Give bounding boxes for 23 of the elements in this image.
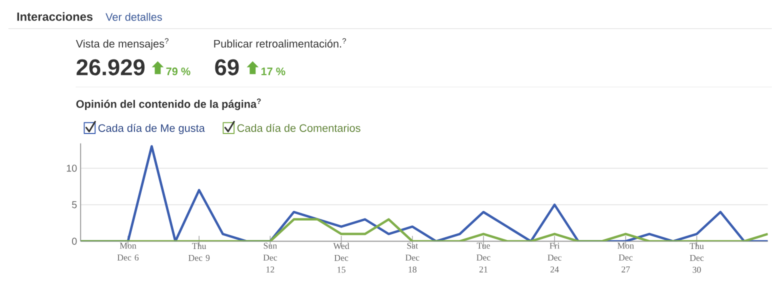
x-tick-label: Mon Dec 27 [618,242,634,272]
x-tick-label: Wed Dec 15 [333,242,350,273]
legend-label: Cada día de Me gusta [98,124,205,134]
x-tick-label: Fri Dec 24 [548,242,562,273]
x-tick-label: Thu Dec 9 [188,242,210,262]
text: Vista de mensajes$^{?}$ [76,38,168,50]
chart-subtitle: Opinión del contenido de la página$^{?}$ [76,98,261,110]
text: 79 % [166,68,190,76]
text: 69 [215,59,239,76]
y-tick-label: 5 [72,201,77,208]
x-tick-label: Sun Dec 12 [263,242,278,273]
chart-title: Interacciones [17,12,93,22]
y-tick-label: 10 [66,164,77,172]
text: 17 % [261,68,286,76]
text: Publicar retroalimentación.$^{?}$ [214,38,346,48]
x-tick-label: Sat Dec 18 [405,242,420,273]
legend-label: Cada día de Comentarios [237,124,360,132]
x-tick-label: Mon Dec 6 [117,242,139,261]
x-tick-label: Thu Dec 30 [690,242,704,273]
text: 26.929 [76,59,145,76]
x-tick-label: Tue Dec 21 [476,242,490,272]
text: Ver detalles [106,13,162,22]
y-tick-label: 0 [72,238,77,245]
